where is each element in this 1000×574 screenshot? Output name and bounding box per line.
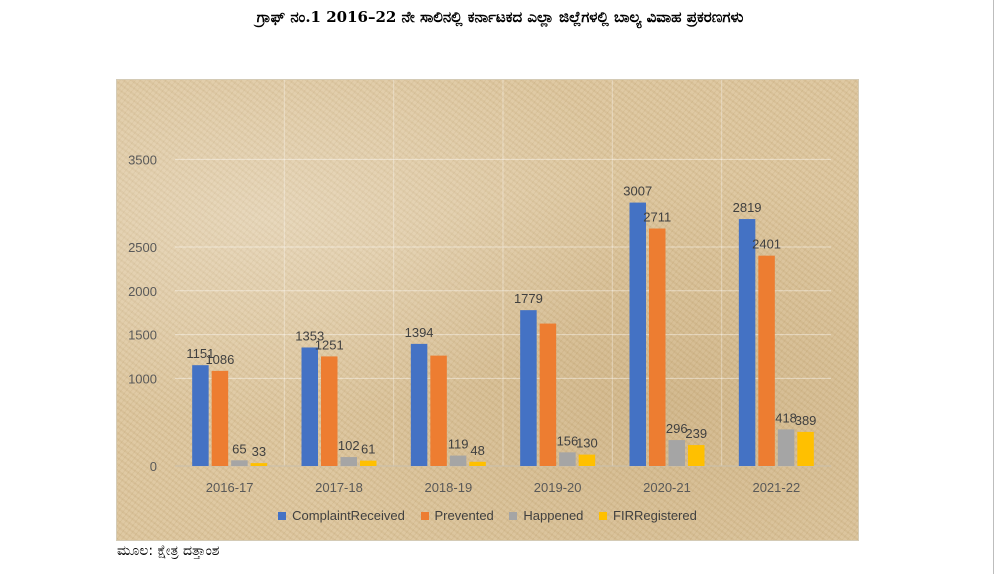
bar xyxy=(250,463,268,466)
x-tick-label: 2018-19 xyxy=(424,480,472,495)
legend-label: Prevented xyxy=(434,508,494,523)
bar xyxy=(777,429,795,466)
legend-item: FIRRegistered xyxy=(599,508,697,523)
bar xyxy=(668,440,685,466)
x-tick-label: 2019-20 xyxy=(534,480,582,495)
figure-title: ಗ್ರಾಫ್ ನಂ.1 2016–22 ನೇ ಸಾಲಿನಲ್ಲಿ ಕರ್ನಾಟಕ… xyxy=(256,8,744,26)
data-label: 2711 xyxy=(643,210,671,225)
legend-swatch-complaint xyxy=(278,512,287,520)
y-tick-label: 0 xyxy=(150,459,157,474)
bar xyxy=(539,323,557,466)
legend-item: Happened xyxy=(509,508,583,523)
data-label: 296 xyxy=(666,421,688,436)
bar xyxy=(449,455,467,466)
bar xyxy=(629,202,646,466)
data-label: 156 xyxy=(557,433,579,448)
y-tick-label: 1500 xyxy=(128,328,157,343)
bar xyxy=(520,310,537,466)
legend-swatch-prevented xyxy=(420,512,429,520)
data-label: 1353 xyxy=(295,328,324,343)
data-label: 33 xyxy=(252,444,266,459)
bar xyxy=(321,356,338,466)
bar xyxy=(688,445,705,466)
source-note: ಮೂಲ: ಕ್ಷೇತ್ರ ದತ್ತಾಂಶ xyxy=(117,543,220,559)
bar xyxy=(231,460,248,466)
chart-area: 0 1000 1500 2000 2500 3500 1151 1086 65 33 2016-17… xyxy=(116,79,859,541)
data-label: 2401 xyxy=(752,237,781,252)
chart-legend: ComplaintReceived Prevented Happened FIR… xyxy=(117,508,858,523)
data-label: 102 xyxy=(338,438,360,453)
data-label: 1086 xyxy=(205,352,234,367)
bar xyxy=(758,255,775,466)
bar xyxy=(578,454,596,466)
data-label: 48 xyxy=(470,443,484,458)
bar xyxy=(360,460,377,466)
data-label: 1251 xyxy=(315,337,344,352)
y-tick-label: 2500 xyxy=(128,240,157,255)
bar xyxy=(211,370,229,466)
data-label: 3007 xyxy=(623,184,652,199)
legend-label: Happened xyxy=(523,508,584,523)
x-tick-label: 2016-17 xyxy=(206,480,254,495)
legend-label: FIRRegistered xyxy=(613,508,697,523)
data-label: 130 xyxy=(576,436,598,451)
bar xyxy=(797,431,814,466)
bar xyxy=(340,457,357,466)
bar xyxy=(192,365,209,466)
legend-swatch-fir xyxy=(599,512,608,520)
x-tick-label: 2017-18 xyxy=(315,480,363,495)
data-label: 1151 xyxy=(186,346,214,361)
data-label: 239 xyxy=(685,426,707,441)
bar xyxy=(430,355,447,466)
bar xyxy=(301,347,318,466)
legend-item: ComplaintReceived xyxy=(278,508,405,523)
data-label: 1394 xyxy=(405,325,434,340)
y-tick-label: 2000 xyxy=(128,284,157,299)
data-label: 418 xyxy=(775,410,797,425)
bar xyxy=(410,343,428,466)
data-label: 2819 xyxy=(733,200,762,215)
data-label: 389 xyxy=(795,413,817,428)
legend-label: ComplaintReceived xyxy=(292,508,405,523)
bar xyxy=(559,452,576,466)
bar xyxy=(649,228,666,466)
y-tick-label: 3500 xyxy=(128,152,157,167)
legend-item: Prevented xyxy=(420,508,494,523)
page-divider xyxy=(993,0,994,574)
x-tick-label: 2020-21 xyxy=(643,480,691,495)
bar xyxy=(738,219,756,466)
y-tick-label: 1000 xyxy=(128,371,157,386)
bar xyxy=(469,461,486,466)
data-label: 1779 xyxy=(514,291,543,306)
data-label: 65 xyxy=(232,441,246,456)
legend-swatch-happened xyxy=(509,512,518,520)
data-label: 61 xyxy=(361,442,375,457)
x-tick-label: 2021-22 xyxy=(752,480,800,495)
data-label: 119 xyxy=(448,437,469,452)
